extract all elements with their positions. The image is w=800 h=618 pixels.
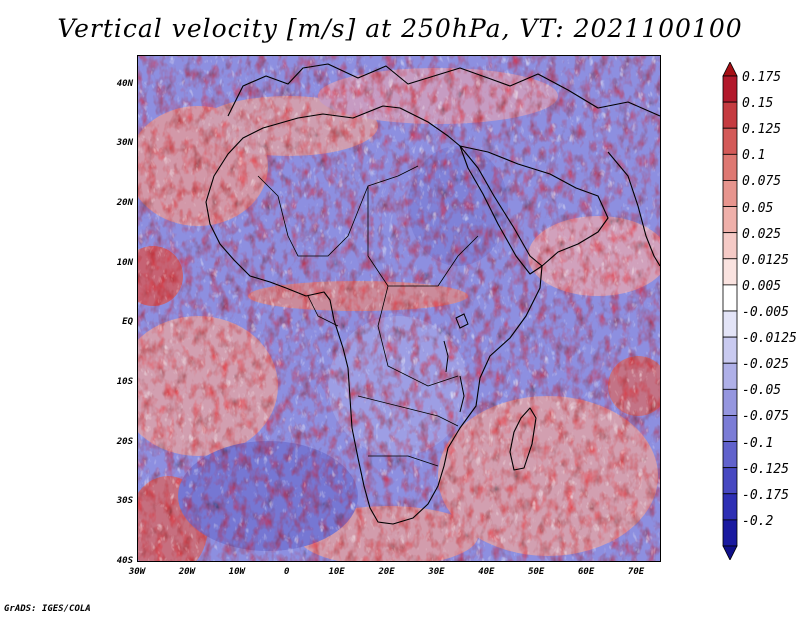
colorbar-label: 0.075 — [742, 174, 782, 190]
colorbar-label: 0.15 — [742, 96, 774, 112]
lon-tick-label: 10W — [228, 567, 245, 577]
lat-tick-label: 30N — [116, 138, 133, 149]
colorbar-swatch — [722, 232, 738, 260]
colorbar-swatch — [722, 153, 738, 181]
colorbar-label: 0.005 — [742, 278, 782, 294]
map-title: Vertical velocity [m/s] at 250hPa, VT: 2… — [57, 14, 743, 43]
colorbar-label: -0.005 — [742, 305, 789, 320]
colorbar-swatch — [722, 206, 738, 234]
lat-tick-label: 10S — [116, 377, 133, 388]
colorbar-label: -0.125 — [742, 461, 789, 477]
colorbar-label: 0.1 — [742, 148, 766, 164]
colorbar-swatch — [722, 284, 738, 312]
colorbar-label: -0.2 — [742, 513, 774, 529]
colorbar-swatch — [722, 493, 738, 521]
lon-tick-label: 30E — [428, 567, 445, 577]
colorbar-label: -0.175 — [742, 487, 789, 503]
lon-tick-label: 40E — [478, 567, 495, 577]
colorbar-label: -0.05 — [742, 383, 782, 399]
colorbar-label: -0.1 — [742, 435, 774, 451]
colorbar-swatch — [722, 101, 738, 129]
lon-tick-label: 50E — [528, 567, 545, 577]
lat-tick-label: EQ — [122, 317, 133, 328]
colorbar-swatch — [722, 258, 738, 286]
colorbar-swatch — [722, 415, 738, 442]
colorbar-label: 0.125 — [742, 122, 782, 138]
colorbar-top-arrow — [722, 62, 738, 77]
lon-tick-label: 70E — [627, 567, 645, 577]
colorbar-swatch — [722, 180, 738, 207]
lon-tick-label: 20W — [178, 567, 196, 577]
colorbar-swatch — [722, 75, 738, 103]
colorbar-label: 0.025 — [742, 226, 782, 242]
lon-tick-label: 0 — [283, 567, 290, 577]
credit-text: GrADS: IGES/COLA — [4, 604, 91, 614]
lon-tick-label: 10E — [328, 567, 345, 577]
colorbar-swatch — [722, 336, 738, 364]
colorbar-label: 0.0125 — [742, 252, 789, 268]
colorbar-swatch — [722, 441, 738, 469]
colorbar-label: -0.025 — [742, 357, 789, 373]
colorbar-label: -0.075 — [742, 409, 789, 425]
lat-tick-label: 10N — [116, 257, 133, 268]
lat-tick-label: 40S — [116, 556, 133, 566]
colorbar-label: 0.05 — [742, 200, 774, 216]
colorbar-label: 0.175 — [742, 70, 782, 85]
colorbar-swatch — [722, 519, 738, 547]
lon-tick-label: 30W — [128, 567, 146, 577]
lat-tick-label: 20N — [116, 198, 133, 209]
lakes — [443, 313, 469, 413]
coastlines — [205, 63, 660, 525]
colorbar-swatch — [722, 127, 738, 155]
lat-tick-label: 30S — [116, 496, 133, 507]
vertical-velocity-map — [138, 56, 660, 561]
colorbar-bottom-arrow — [722, 545, 738, 560]
colorbar-swatch — [722, 362, 738, 390]
colorbar — [722, 62, 738, 560]
lon-tick-label: 60E — [578, 567, 595, 577]
colorbar-label: -0.0125 — [742, 331, 797, 347]
colorbar-swatch — [722, 467, 738, 495]
colorbar-swatch — [722, 310, 738, 338]
lat-tick-label: 40N — [116, 78, 133, 89]
lat-tick-label: 20S — [116, 436, 133, 447]
map-panel — [137, 55, 661, 562]
lon-tick-label: 20E — [378, 567, 395, 577]
colorbar-swatch — [722, 388, 738, 416]
